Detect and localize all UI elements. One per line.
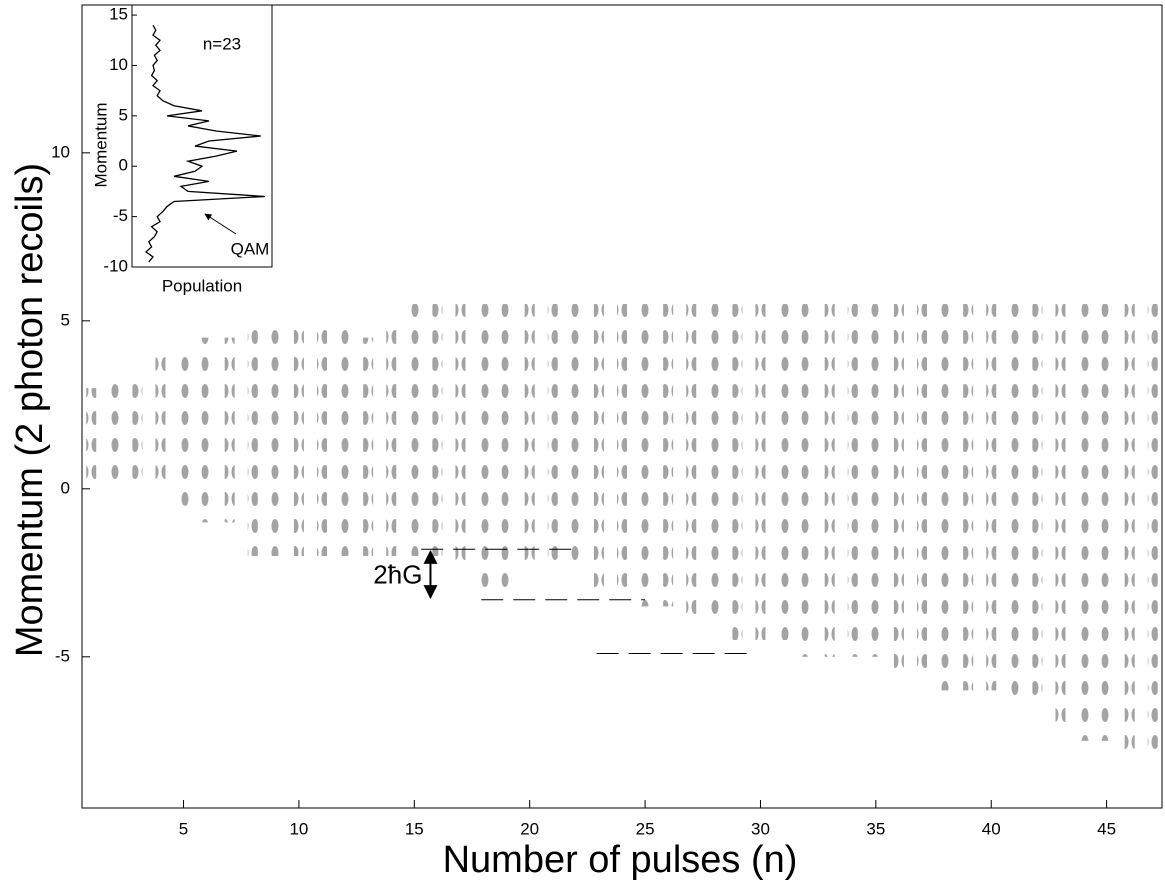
pulse-column [893,304,904,674]
pulse-column [178,354,189,506]
pulse-column [132,371,143,489]
pulse-column [847,304,858,657]
spacing-label: 2ħG [373,559,422,589]
y-tick-label: 5 [61,310,70,329]
pulse-column [778,304,789,641]
pulse-column [386,320,397,557]
pulse-column [409,304,420,557]
inset-y-tick-label: -5 [113,206,128,225]
pulse-column [270,320,281,557]
qam-label: QAM [231,239,270,258]
pulse-column [109,371,120,489]
inset-annotation: n=23 [203,34,241,53]
x-tick-label: 15 [405,819,424,838]
y-tick-label: 10 [51,142,70,161]
pulse-column [1124,304,1135,758]
x-tick-label: 25 [636,819,655,838]
y-tick-label: -5 [55,646,70,665]
pulse-column [340,320,351,557]
pulse-column [570,304,581,573]
pulse-column [617,304,627,590]
pulse-column [86,388,97,489]
pulse-column [155,354,166,489]
pulse-column [986,304,997,691]
pulse-column [801,304,812,657]
pulse-column [224,337,235,523]
x-tick-label: 10 [289,819,308,838]
pulse-column [1147,304,1158,758]
pulse-column [593,304,604,590]
x-axis-label: Number of pulses (n) [443,839,798,881]
pulse-column [455,304,466,573]
x-tick-label: 20 [520,819,539,838]
inset-y-label: Momentum [91,102,110,187]
pulse-column [686,304,697,624]
pulse-column [963,304,974,691]
y-tick-label: 0 [61,478,70,497]
x-tick-label: 45 [1097,819,1116,838]
pulse-column [663,304,674,607]
x-tick-label: 40 [982,819,1001,838]
pulse-column [824,304,835,657]
pulse-column [293,320,304,557]
pulse-column [709,304,720,624]
pulse-column [524,304,535,573]
pulse-column [1055,304,1066,725]
pulse-column [363,337,374,557]
pulse-column [640,304,651,607]
pulse-column [501,304,512,590]
pulse-column [317,320,327,557]
inset-y-tick-label: 0 [119,156,128,175]
inset-area [131,4,273,268]
inset-y-tick-label: 5 [119,105,128,124]
pulse-column [940,304,951,691]
inset-y-tick-label: -10 [103,256,128,275]
pulse-column [1009,304,1020,708]
pulse-column [732,304,743,641]
population-trace [144,24,266,263]
y-axis-label: Momentum (2 photon recoils) [9,163,51,657]
pulse-column [1101,304,1112,741]
pulse-column [1032,304,1043,708]
inset-y-tick-label: 15 [109,5,128,24]
pulse-column [755,304,766,641]
pulse-column [201,337,212,523]
pulse-column [547,304,558,573]
pulse-column [917,304,927,674]
pulse-column [432,304,443,557]
x-tick-label: 35 [866,819,885,838]
pulse-column [478,304,489,590]
x-tick-label: 5 [179,819,188,838]
inset-y-tick-label: 10 [109,55,128,74]
qam-arrow [204,213,237,235]
inset-x-label: Population [162,276,242,295]
pulse-column [870,304,881,657]
x-tick-label: 30 [751,819,770,838]
pulse-column [247,320,258,557]
pulse-column [1078,304,1089,741]
